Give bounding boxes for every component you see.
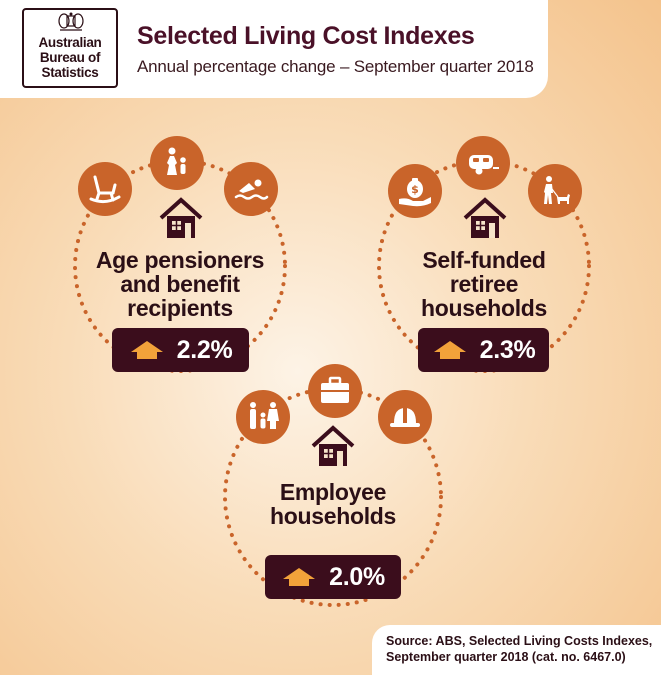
group-label-employees: Employee households xyxy=(238,480,428,528)
caravan-icon xyxy=(456,136,510,190)
source-line-1: Source: ABS, Selected Living Costs Index… xyxy=(386,634,653,648)
walking-dog-icon xyxy=(528,164,582,218)
pensioners-label-line-2: and benefit xyxy=(120,271,240,297)
change-value-retirees: 2.3% xyxy=(479,335,536,364)
retirees-label-line-2: retiree xyxy=(449,271,519,297)
retirees-label-line-1: Self-funded xyxy=(422,247,546,273)
family-icon xyxy=(150,136,204,190)
change-badge-pensioners: 2.2% xyxy=(112,328,249,372)
logo-line-2: Bureau of xyxy=(39,50,101,65)
retirees-label-line-3: households xyxy=(420,295,548,321)
house-icon xyxy=(463,197,507,238)
pensioners-label-line-3: recipients xyxy=(127,295,233,321)
money-bag-hand-icon: $ xyxy=(388,164,442,218)
briefcase-icon xyxy=(308,364,362,418)
arrow-up-icon xyxy=(283,568,316,586)
house-icon xyxy=(159,197,203,238)
employees-label-line-1: Employee xyxy=(279,479,387,505)
abs-logo: Australian Bureau of Statistics xyxy=(22,8,118,88)
employees-label-line-2: households xyxy=(269,503,397,529)
hard-hat-icon xyxy=(378,390,432,444)
group-label-retirees: Self-funded retiree households xyxy=(390,248,578,320)
swimmer-icon xyxy=(224,162,278,216)
change-badge-employees: 2.0% xyxy=(265,555,401,599)
arrow-up-icon xyxy=(433,341,466,359)
source-panel: Source: ABS, Selected Living Costs Index… xyxy=(372,625,661,675)
pensioners-label-line-1: Age pensioners xyxy=(95,247,265,273)
house-icon xyxy=(311,425,355,466)
svg-text:$: $ xyxy=(411,183,419,196)
change-value-employees: 2.0% xyxy=(329,562,385,591)
coat-of-arms-icon xyxy=(58,12,84,31)
page-subtitle: Annual percentage change – September qua… xyxy=(137,57,534,76)
header-panel: Australian Bureau of Statistics Selected… xyxy=(0,0,548,98)
family-children-icon xyxy=(236,390,290,444)
rocking-chair-icon xyxy=(78,162,132,216)
change-value-pensioners: 2.2% xyxy=(176,335,233,364)
page-title: Selected Living Cost Indexes xyxy=(137,22,475,50)
group-label-pensioners: Age pensioners and benefit recipients xyxy=(76,248,284,320)
logo-line-1: Australian xyxy=(38,35,102,50)
logo-line-3: Statistics xyxy=(41,65,99,80)
source-line-2: September quarter 2018 (cat. no. 6467.0) xyxy=(386,650,626,664)
arrow-up-icon xyxy=(130,341,163,359)
change-badge-retirees: 2.3% xyxy=(418,328,549,372)
